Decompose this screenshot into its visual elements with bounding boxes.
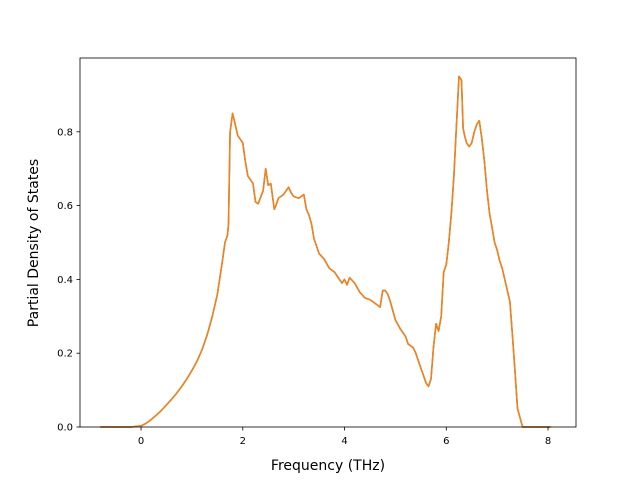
x-tick-label: 6 — [443, 436, 449, 447]
y-axis-label: Partial Density of States — [26, 159, 42, 327]
x-ticks: 0 2 4 6 8 — [138, 427, 551, 447]
y-tick-label: 0.2 — [57, 349, 73, 360]
series-line-2 — [100, 75, 551, 428]
x-tick-label: 0 — [138, 436, 144, 447]
y-tick-label: 0.6 — [57, 201, 73, 212]
y-tick-label: 0.4 — [57, 275, 73, 286]
y-tick-label: 0.8 — [57, 127, 73, 138]
x-tick-label: 2 — [240, 436, 246, 447]
x-axis-label: Frequency (THz) — [271, 458, 385, 474]
y-ticks: 0.0 0.2 0.4 0.6 0.8 — [57, 127, 80, 434]
plot-area — [79, 57, 577, 428]
series-layer — [100, 75, 551, 428]
x-tick-label: 4 — [341, 436, 347, 447]
y-tick-label: 0.0 — [57, 423, 73, 434]
axes-frame — [79, 57, 577, 428]
x-tick-label: 8 — [545, 436, 551, 447]
